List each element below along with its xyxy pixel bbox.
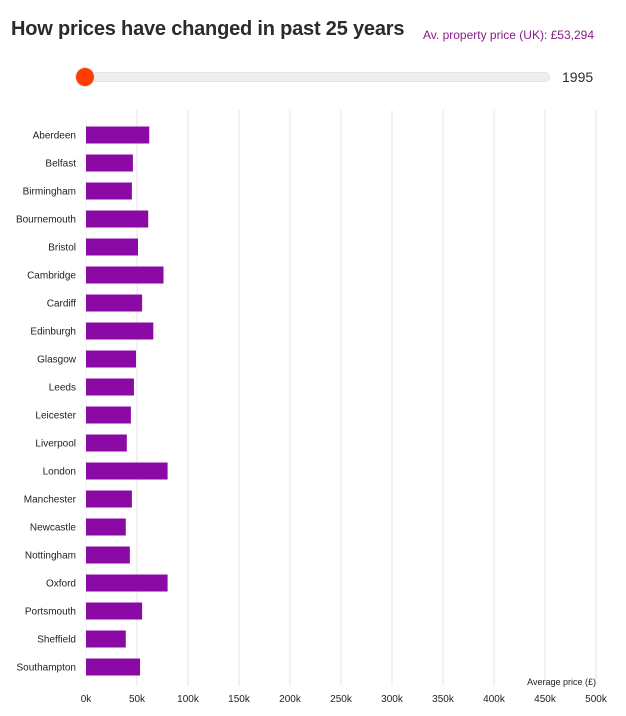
bar-aberdeen[interactable] [86,126,150,144]
bar-nottingham[interactable] [86,546,130,564]
bar-bristol[interactable] [86,238,139,256]
bar-bournemouth[interactable] [86,210,149,228]
x-tick-labels: 0k 50k 100k 150k 200k 250k 300k 350k 400k 450k 500… [81,694,608,705]
category-label: Cambridge [27,271,76,282]
category-label: Portsmouth [25,607,76,618]
bar-belfast[interactable] [86,154,133,172]
category-label: Belfast [45,159,76,170]
category-label: Liverpool [35,439,76,450]
category-label: Bournemouth [16,215,76,226]
category-label: Leicester [35,411,76,422]
category-label: Bristol [48,243,76,254]
x-tick-label: 450k [534,694,557,705]
x-tick-label: 300k [381,694,404,705]
category-label: Manchester [24,495,77,506]
bar-edinburgh[interactable] [86,322,154,340]
x-tick-label: 100k [177,694,200,705]
year-readout: 1995 [562,69,594,85]
bars [86,126,168,676]
year-slider-handle[interactable] [76,68,94,86]
category-label: Birmingham [23,187,76,198]
bar-leicester[interactable] [86,406,131,424]
bar-sheffield[interactable] [86,630,126,648]
x-tick-label: 200k [279,694,302,705]
category-label: Newcastle [30,523,77,534]
category-label: Glasgow [37,355,77,366]
category-labels: Aberdeen Belfast Birmingham Bournemouth Bris… [16,131,77,674]
bar-cardiff[interactable] [86,294,143,312]
x-tick-label: 250k [330,694,353,705]
x-axis-title: Average price (£) [527,677,596,687]
category-label: Nottingham [25,551,76,562]
category-label: Oxford [46,579,76,590]
bar-london[interactable] [86,462,168,480]
category-label: Sheffield [37,635,76,646]
category-label: Aberdeen [33,131,76,142]
bar-cambridge[interactable] [86,266,164,284]
category-label: London [43,467,76,478]
category-label: Leeds [49,383,76,394]
x-tick-label: 150k [228,694,251,705]
bar-oxford[interactable] [86,574,168,592]
x-tick-label: 500k [585,694,608,705]
bar-birmingham[interactable] [86,182,132,200]
x-tick-label: 400k [483,694,506,705]
x-tick-label: 50k [129,694,146,705]
bar-leeds[interactable] [86,378,134,396]
bar-liverpool[interactable] [86,434,127,452]
category-label: Edinburgh [30,327,76,338]
x-tick-label: 0k [81,694,93,705]
category-label: Southampton [17,663,77,674]
bar-portsmouth[interactable] [86,602,143,620]
page-title: How prices have changed in past 25 years [11,18,405,40]
bar-glasgow[interactable] [86,350,136,368]
average-price-label: Av. property price (UK): £53,294 [423,28,594,42]
bar-manchester[interactable] [86,490,132,508]
x-tick-label: 350k [432,694,455,705]
bar-newcastle[interactable] [86,518,126,536]
category-label: Cardiff [47,299,76,310]
bar-southampton[interactable] [86,658,141,676]
gridlines [85,110,597,686]
